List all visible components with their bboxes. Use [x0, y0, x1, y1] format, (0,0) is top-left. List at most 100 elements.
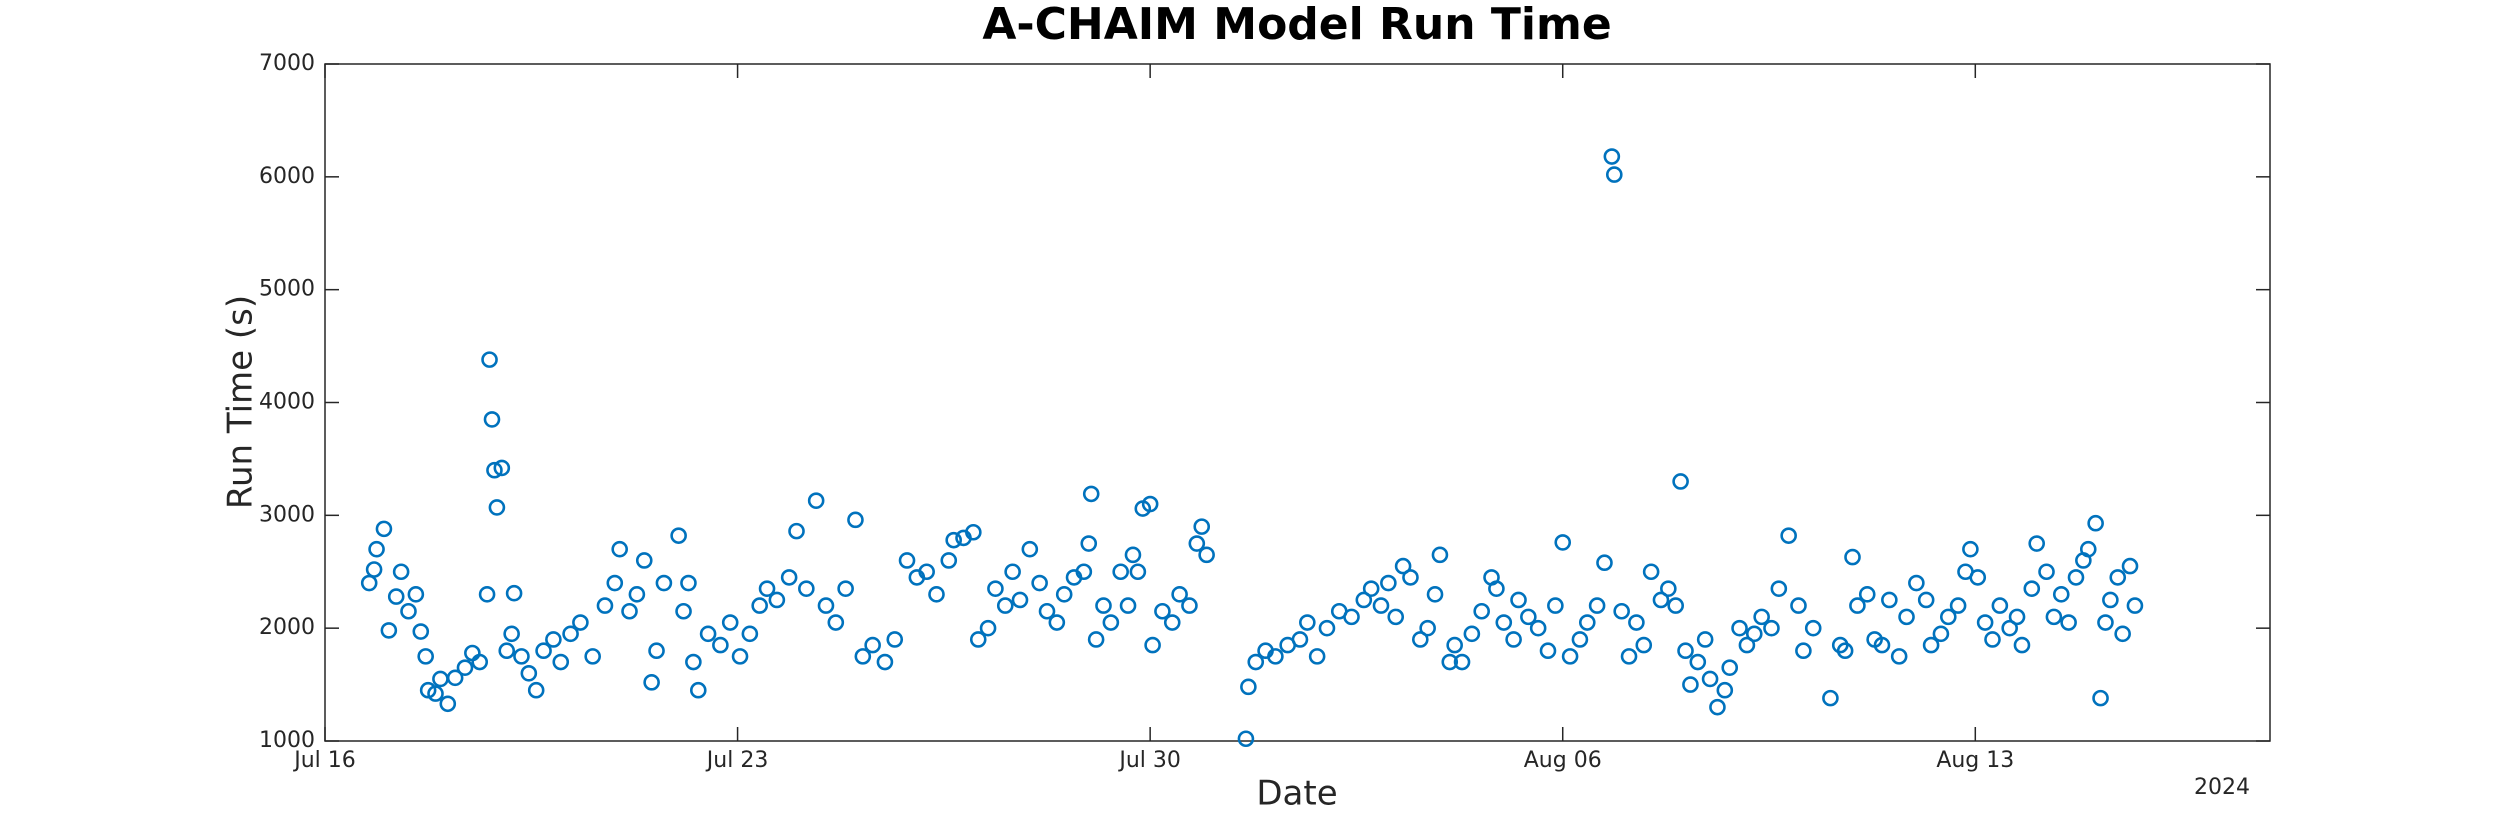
data-point: [1596, 554, 1613, 572]
data-point: [1004, 563, 1021, 581]
data-point: [481, 351, 498, 368]
data-point: [1011, 591, 1029, 609]
data-point: [1411, 631, 1429, 648]
data-point: [1291, 631, 1309, 648]
data-point: [680, 574, 697, 592]
data-point: [1188, 535, 1206, 552]
data-point: [1510, 591, 1527, 609]
x-tick-label: Aug 13: [1936, 748, 2014, 773]
data-point: [1129, 563, 1147, 581]
data-point: [375, 520, 393, 538]
data-point: [780, 569, 798, 586]
data-point: [2008, 608, 2026, 626]
data-point: [1163, 614, 1181, 631]
data-point: [1763, 619, 1780, 637]
data-point: [807, 492, 825, 509]
data-point: [847, 511, 864, 529]
y-tick-label: 5000: [259, 277, 315, 302]
data-point: [552, 653, 570, 671]
data-point: [1453, 653, 1471, 671]
data-point: [2052, 586, 2070, 603]
data-point: [2109, 569, 2127, 586]
data-point: [1898, 608, 1915, 626]
data-point: [446, 669, 464, 687]
data-point: [1939, 608, 1957, 626]
data-point: [996, 597, 1014, 614]
data-point: [1495, 614, 1513, 631]
data-point: [1394, 557, 1412, 575]
data-point: [2121, 557, 2139, 575]
data-point: [1561, 648, 1579, 665]
data-point: [854, 648, 872, 665]
data-point: [2028, 535, 2045, 552]
y-tick-label: 2000: [259, 615, 315, 640]
data-point: [1240, 678, 1257, 696]
data-point: [2060, 614, 2077, 631]
data-point: [1198, 546, 1215, 564]
data-point: [2114, 625, 2131, 643]
data-point: [1672, 473, 1689, 490]
data-point: [2038, 563, 2055, 581]
data-point: [1667, 597, 1684, 614]
data-point: [2013, 636, 2031, 654]
data-point: [1095, 597, 1112, 614]
data-point: [1836, 642, 1854, 660]
data-point: [827, 614, 845, 631]
data-point: [1721, 659, 1739, 676]
data-point: [969, 631, 987, 648]
data-point: [1441, 653, 1459, 671]
data-point: [1055, 586, 1073, 603]
x-axis-label: Date: [1256, 774, 1337, 814]
data-point: [987, 580, 1004, 597]
data-point: [1031, 574, 1048, 592]
data-point: [928, 586, 945, 603]
data-point: [2126, 597, 2144, 614]
data-point: [788, 522, 805, 540]
data-point: [940, 552, 958, 569]
data-point: [527, 681, 545, 699]
data-point: [488, 499, 506, 516]
data-point: [1539, 642, 1557, 660]
data-point: [1731, 619, 1748, 637]
data-point: [741, 625, 759, 643]
data-point: [1932, 625, 1950, 643]
data-point: [368, 540, 385, 558]
data-point: [1075, 563, 1093, 581]
chart-title: A-CHAIM Model Run Time: [982, 0, 1611, 50]
data-point: [758, 580, 776, 597]
data-point: [817, 597, 835, 614]
x-tick-label: Jul 16: [292, 748, 356, 773]
data-point: [1780, 527, 1797, 544]
data-point: [751, 597, 768, 614]
data-point: [1080, 535, 1098, 552]
data-point: [1343, 608, 1360, 626]
data-point: [1844, 548, 1861, 566]
x-tick-label: Jul 30: [1117, 748, 1181, 773]
data-point: [1554, 534, 1572, 551]
data-point: [1677, 642, 1694, 660]
data-point: [400, 602, 417, 620]
data-point: [712, 636, 729, 654]
data-point: [478, 586, 496, 603]
data-point: [439, 695, 457, 713]
data-point: [1102, 614, 1120, 631]
data-point: [513, 648, 530, 665]
data-point: [1922, 636, 1940, 654]
data-point: [643, 674, 660, 691]
data-point: [864, 636, 881, 654]
data-point: [1571, 631, 1589, 648]
data-point: [1446, 636, 1463, 654]
data-point: [1908, 574, 1925, 592]
data-point: [685, 653, 702, 671]
data-point: [731, 648, 749, 665]
data-point: [1652, 591, 1670, 609]
data-point: [1529, 619, 1547, 637]
data-point: [2097, 614, 2114, 631]
data-point: [1119, 597, 1137, 614]
data-point: [1696, 631, 1714, 648]
data-point: [1237, 730, 1255, 748]
data-point: [392, 563, 410, 581]
data-point: [1753, 608, 1770, 626]
data-point: [1505, 631, 1522, 648]
